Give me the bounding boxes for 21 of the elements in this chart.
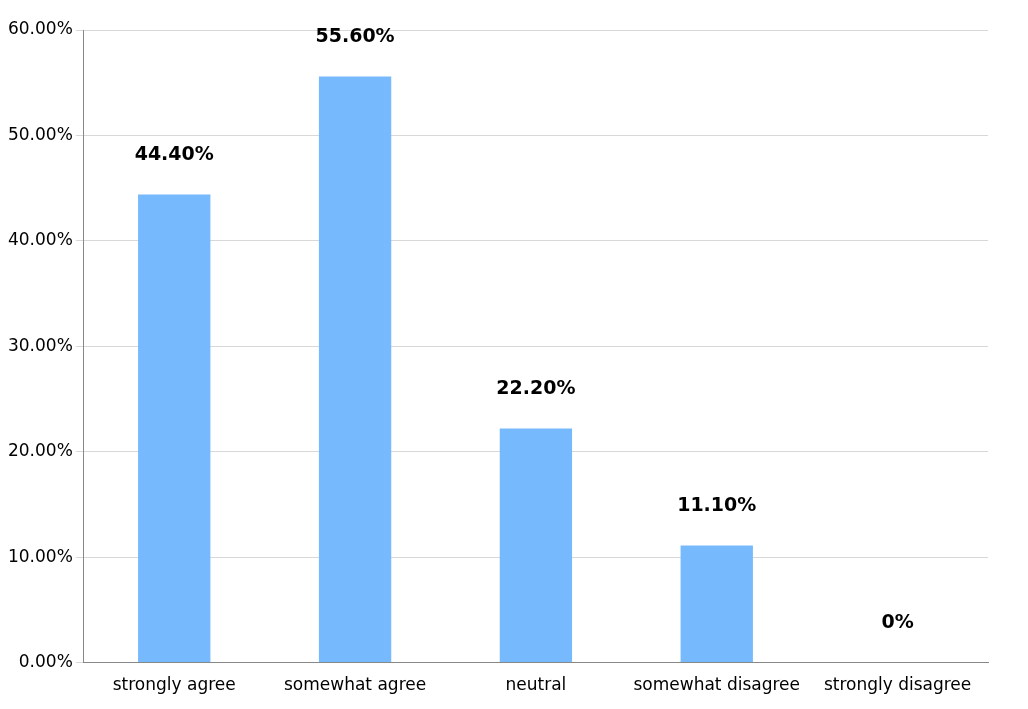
x-tick-label: somewhat agree xyxy=(283,674,427,695)
data-label: 11.10% xyxy=(677,493,757,516)
data-label: 22.20% xyxy=(496,375,576,398)
y-tick-label: 0.00% xyxy=(18,651,73,672)
y-tick-label: 30.00% xyxy=(7,334,73,355)
y-tick-label: 60.00% xyxy=(7,18,73,39)
bar xyxy=(499,428,573,663)
bar xyxy=(318,76,392,663)
data-label: 44.40% xyxy=(134,141,214,164)
x-tick-label: neutral xyxy=(505,674,567,695)
x-tick-label: strongly agree xyxy=(112,674,236,695)
bar xyxy=(680,545,753,663)
bar xyxy=(138,194,211,663)
x-tick-label: strongly disagree xyxy=(823,674,972,695)
y-tick-label: 20.00% xyxy=(7,440,73,461)
data-label: 0% xyxy=(881,610,914,633)
data-label: 55.60% xyxy=(315,23,395,46)
x-tick-label: somewhat disagree xyxy=(633,674,801,695)
y-tick-label: 10.00% xyxy=(7,545,73,566)
y-tick-label: 50.00% xyxy=(7,123,73,144)
y-tick-label: 40.00% xyxy=(7,229,73,250)
